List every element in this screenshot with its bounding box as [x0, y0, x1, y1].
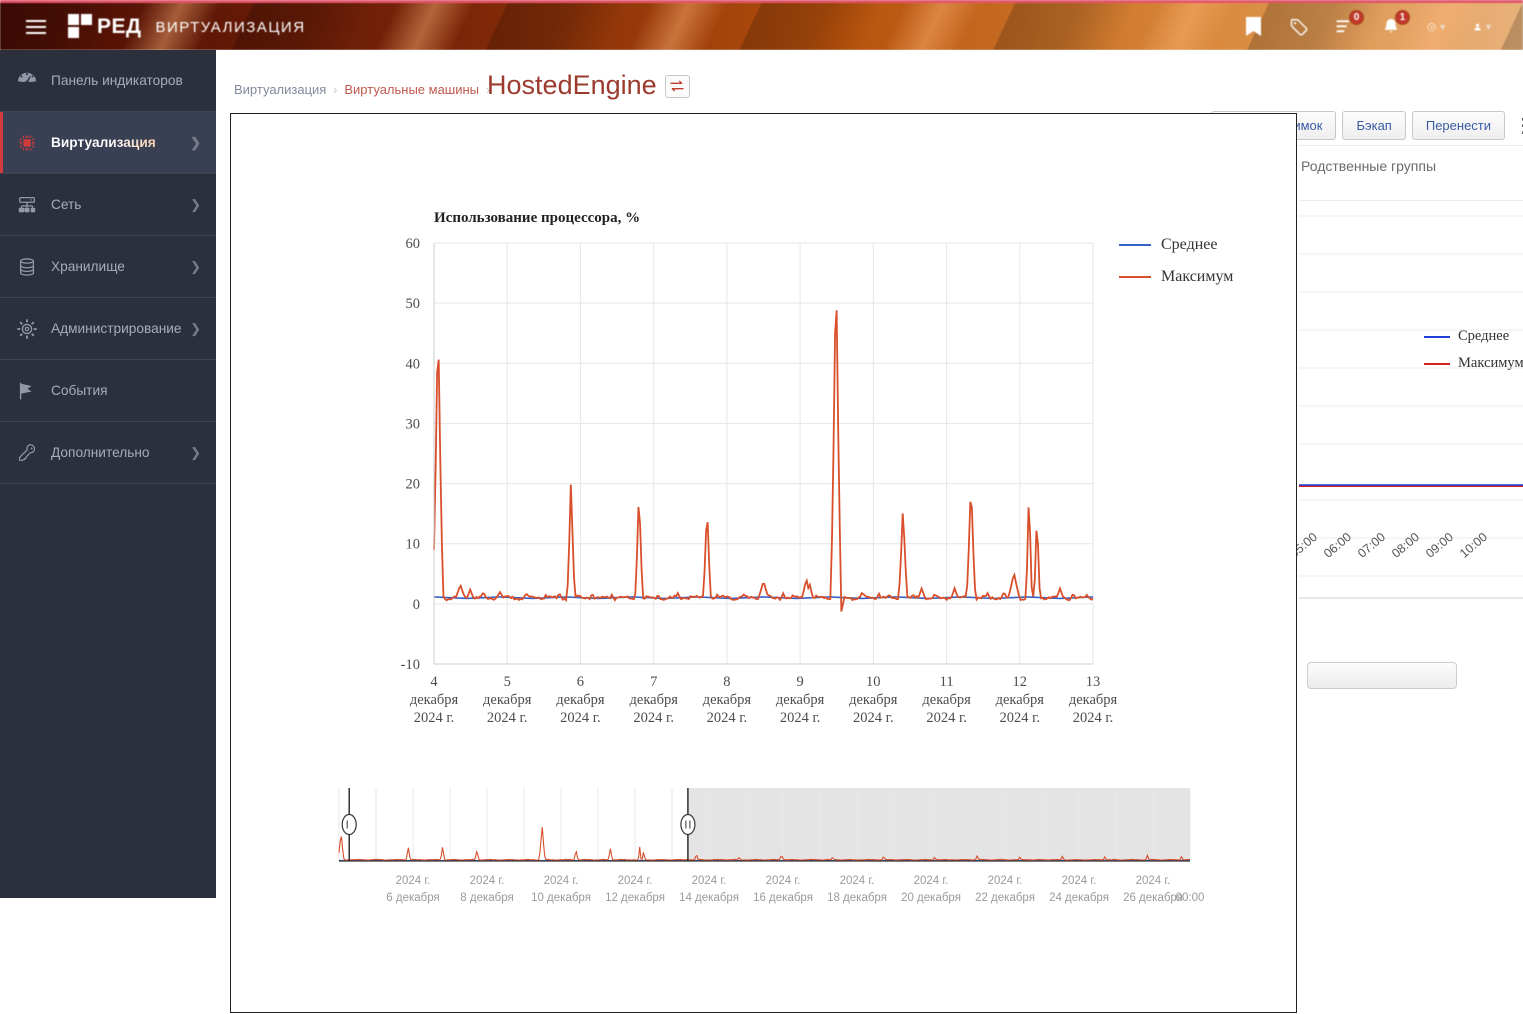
svg-text:2024 г.: 2024 г.	[692, 875, 727, 887]
svg-text:2024 г.: 2024 г.	[560, 710, 601, 726]
svg-text:декабря: декабря	[556, 692, 605, 708]
svg-text:2024 г.: 2024 г.	[766, 875, 801, 887]
svg-text:декабря: декабря	[630, 692, 679, 708]
svg-text:6: 6	[577, 674, 584, 690]
svg-text:декабря: декабря	[703, 692, 752, 708]
svg-text:декабря: декабря	[996, 692, 1045, 708]
svg-text:2024 г.: 2024 г.	[396, 875, 431, 887]
svg-text:00:00: 00:00	[1176, 892, 1205, 904]
svg-text:10 декабря: 10 декабря	[531, 892, 591, 904]
svg-text:2024 г.: 2024 г.	[414, 710, 455, 726]
svg-text:-10: -10	[401, 657, 420, 673]
svg-text:5: 5	[504, 674, 511, 690]
svg-text:4: 4	[430, 674, 438, 690]
svg-text:30: 30	[406, 416, 421, 432]
svg-text:20: 20	[406, 477, 421, 493]
svg-text:12: 12	[1013, 674, 1028, 690]
svg-text:2024 г.: 2024 г.	[853, 710, 894, 726]
svg-text:2024 г.: 2024 г.	[544, 875, 579, 887]
svg-text:2024 г.: 2024 г.	[487, 710, 528, 726]
svg-text:2024 г.: 2024 г.	[1136, 875, 1171, 887]
svg-text:9: 9	[796, 674, 803, 690]
svg-text:16 декабря: 16 декабря	[753, 892, 813, 904]
svg-text:40: 40	[406, 356, 421, 372]
svg-text:26 декабря: 26 декабря	[1123, 892, 1183, 904]
svg-text:2024 г.: 2024 г.	[780, 710, 821, 726]
svg-text:8 декабря: 8 декабря	[460, 892, 513, 904]
svg-text:2024 г.: 2024 г.	[618, 875, 653, 887]
svg-text:2024 г.: 2024 г.	[1000, 710, 1041, 726]
svg-text:декабря: декабря	[922, 692, 971, 708]
svg-text:2024 г.: 2024 г.	[926, 710, 967, 726]
svg-text:0: 0	[413, 597, 420, 613]
svg-text:2024 г.: 2024 г.	[707, 710, 748, 726]
svg-text:60: 60	[406, 236, 421, 252]
svg-text:14 декабря: 14 декабря	[679, 892, 739, 904]
svg-text:22 декабря: 22 декабря	[975, 892, 1035, 904]
svg-text:2024 г.: 2024 г.	[988, 875, 1023, 887]
svg-text:24 декабря: 24 декабря	[1049, 892, 1109, 904]
svg-text:декабря: декабря	[483, 692, 532, 708]
svg-text:12 декабря: 12 декабря	[605, 892, 665, 904]
svg-text:2024 г.: 2024 г.	[914, 875, 949, 887]
svg-text:декабря: декабря	[410, 692, 459, 708]
svg-text:2024 г.: 2024 г.	[1073, 710, 1114, 726]
svg-text:10: 10	[866, 674, 881, 690]
svg-text:7: 7	[650, 674, 657, 690]
svg-text:2024 г.: 2024 г.	[470, 875, 505, 887]
svg-text:6 декабря: 6 декабря	[386, 892, 439, 904]
svg-text:10: 10	[406, 537, 421, 553]
svg-text:2024 г.: 2024 г.	[633, 710, 674, 726]
svg-text:?: ?	[1430, 24, 1433, 30]
svg-text:13: 13	[1086, 674, 1101, 690]
svg-text:11: 11	[940, 674, 954, 690]
svg-text:декабря: декабря	[776, 692, 825, 708]
svg-text:декабря: декабря	[1069, 692, 1118, 708]
svg-text:20 декабря: 20 декабря	[901, 892, 961, 904]
svg-text:50: 50	[406, 296, 421, 312]
svg-text:2024 г.: 2024 г.	[1062, 875, 1097, 887]
svg-text:2024 г.: 2024 г.	[840, 875, 875, 887]
svg-text:декабря: декабря	[849, 692, 898, 708]
svg-text:8: 8	[723, 674, 730, 690]
svg-text:18 декабря: 18 декабря	[827, 892, 887, 904]
